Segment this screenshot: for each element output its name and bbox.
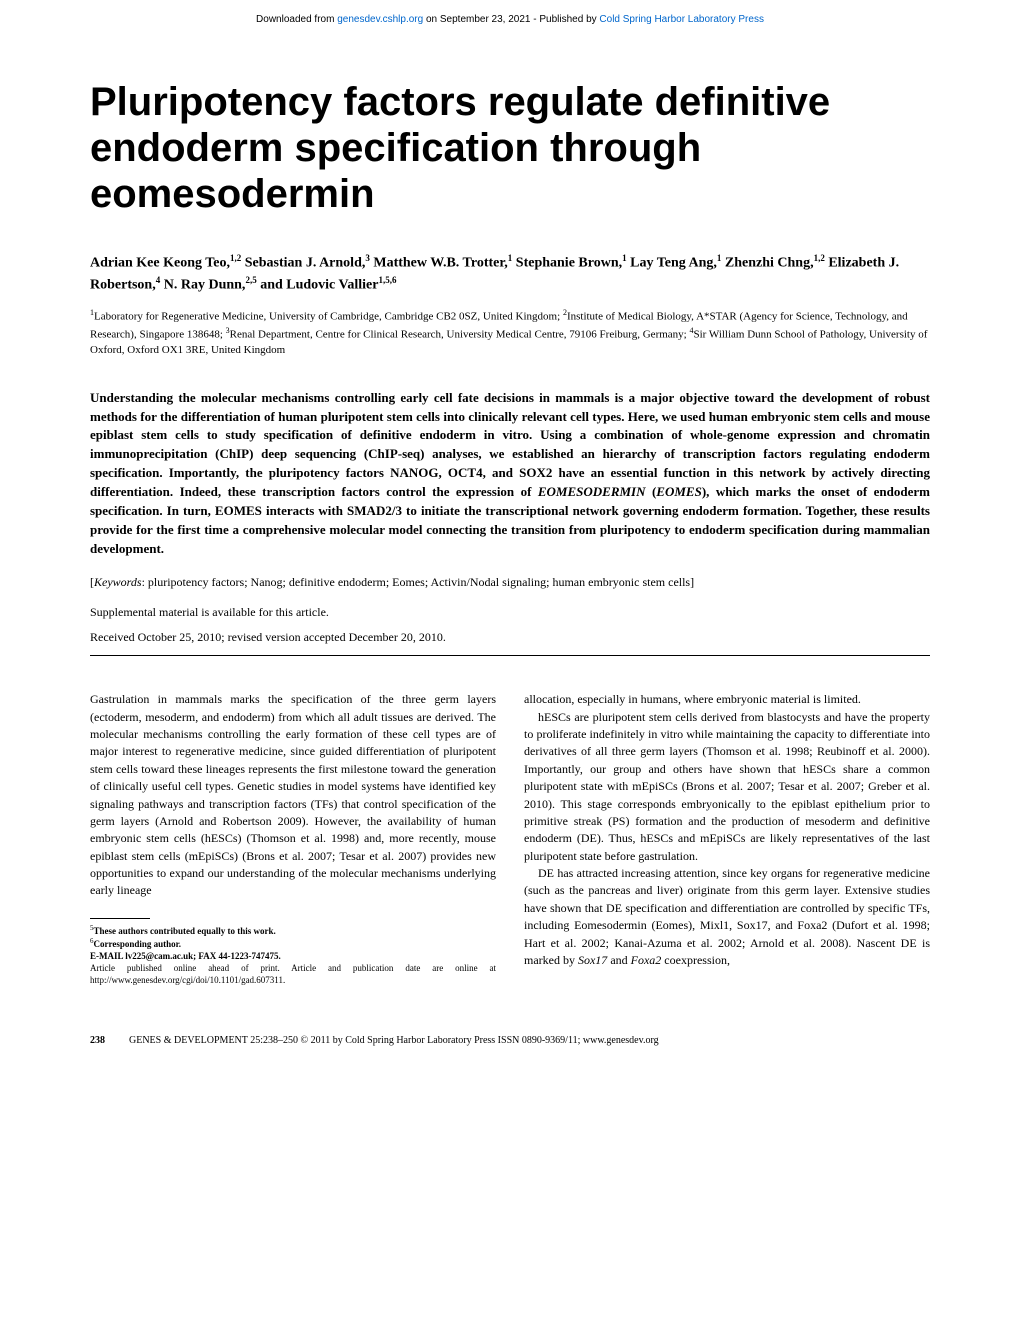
supplemental-note: Supplemental material is available for t… <box>90 605 930 620</box>
keywords: [Keywords: pluripotency factors; Nanog; … <box>90 574 930 591</box>
body-paragraph: allocation, especially in humans, where … <box>524 691 930 708</box>
page-content: Pluripotency factors regulate definitive… <box>0 39 1020 1017</box>
column-right: allocation, especially in humans, where … <box>524 691 930 986</box>
affiliations: 1Laboratory for Regenerative Medicine, U… <box>90 307 930 358</box>
body-paragraph: hESCs are pluripotent stem cells derived… <box>524 709 930 866</box>
abstract: Understanding the molecular mechanisms c… <box>90 389 930 559</box>
footnotes-divider <box>90 918 150 919</box>
column-left: Gastrulation in mammals marks the specif… <box>90 691 496 986</box>
section-divider <box>90 655 930 656</box>
authors: Adrian Kee Keong Teo,1,2 Sebastian J. Ar… <box>90 252 930 295</box>
page-footer: 238 GENES & DEVELOPMENT 25:238–250 © 201… <box>0 1017 1020 1066</box>
body-columns: Gastrulation in mammals marks the specif… <box>90 691 930 986</box>
page-number: 238 <box>90 1035 105 1046</box>
article-title: Pluripotency factors regulate definitive… <box>90 79 930 217</box>
footer-citation: GENES & DEVELOPMENT 25:238–250 © 2011 by… <box>129 1035 659 1046</box>
download-header: Downloaded from genesdev.cshlp.org on Se… <box>0 0 1020 39</box>
header-prefix: Downloaded from <box>256 14 337 25</box>
header-link-2[interactable]: Cold Spring Harbor Laboratory Press <box>599 14 764 25</box>
received-date: Received October 25, 2010; revised versi… <box>90 630 930 645</box>
body-paragraph: DE has attracted increasing attention, s… <box>524 865 930 969</box>
footnotes: 5These authors contributed equally to th… <box>90 924 496 987</box>
header-middle: on September 23, 2021 - Published by <box>423 14 599 25</box>
body-paragraph: Gastrulation in mammals marks the specif… <box>90 691 496 900</box>
header-link-1[interactable]: genesdev.cshlp.org <box>337 14 423 25</box>
